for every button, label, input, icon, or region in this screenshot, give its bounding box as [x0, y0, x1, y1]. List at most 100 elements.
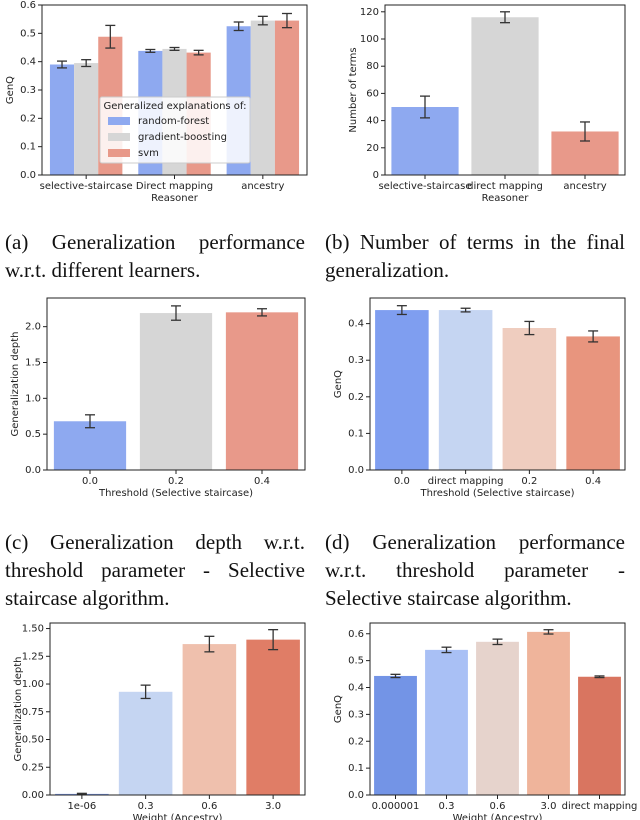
- bar: [274, 20, 300, 176]
- x-axis-label: Weight (Ancestry): [453, 813, 543, 820]
- error-bar: [492, 638, 503, 646]
- y-tick-label: 0.6: [348, 629, 364, 640]
- caption: (d) Generalization performance w.r.t. th…: [325, 530, 625, 610]
- error-bar: [580, 121, 590, 142]
- error-bar: [524, 320, 535, 336]
- y-tick-label: 1.50: [22, 624, 44, 635]
- x-tick-label: 0.3: [439, 801, 455, 812]
- legend-swatch: [108, 149, 130, 157]
- chart: 0.0 0.1 0.2 0.3 0.4 0.5 0.6 0.000001 0.3 0.6 3.0 di…: [333, 622, 638, 820]
- error-bar: [171, 305, 181, 321]
- error-bar: [390, 673, 401, 679]
- x-tick-label: 1e-06: [67, 801, 96, 812]
- error-bar: [76, 792, 87, 796]
- x-axis-label: Reasoner: [482, 193, 530, 204]
- error-bar: [145, 48, 156, 53]
- x-tick-label: 0.4: [254, 476, 270, 487]
- bar: [425, 649, 468, 795]
- error-bar: [594, 675, 605, 679]
- x-tick-label: 3.0: [265, 801, 281, 812]
- x-tick-label: selective-staircase: [40, 181, 133, 192]
- caption: (b) Number of terms in the final general…: [325, 230, 625, 282]
- y-tick-label: 20: [366, 143, 379, 154]
- error-bar: [441, 646, 452, 654]
- bar: [118, 691, 173, 795]
- x-axis-label: Reasoner: [151, 193, 199, 204]
- bar: [527, 631, 570, 795]
- chart: 0.0 0.1 0.2 0.3 0.4 0.0 direct mapping 0.2 0.4 Th…: [333, 297, 626, 499]
- y-tick-label: 0.4: [348, 319, 364, 330]
- y-axis-label: GenQ: [5, 76, 16, 104]
- x-axis-label: Weight (Ancestry): [133, 813, 223, 820]
- y-tick-label: 2.0: [25, 322, 41, 333]
- x-tick-label: direct mapping: [428, 476, 504, 487]
- plot-frame: [369, 297, 626, 471]
- chart: 0 20 40 60 80 100 120 selective-staircasedirect…: [348, 4, 626, 204]
- legend-swatch: [108, 117, 130, 125]
- plot-frame: [49, 622, 306, 796]
- y-tick-label: 0.2: [348, 736, 364, 747]
- bar: [374, 675, 417, 795]
- y-axis-label: GenQ: [333, 370, 344, 398]
- x-tick-label: direct mapping: [467, 181, 543, 192]
- bar: [53, 421, 127, 470]
- error-bar: [204, 635, 215, 653]
- y-tick-label: 0.2: [20, 113, 36, 124]
- bar: [502, 328, 557, 470]
- y-tick-label: 0.0: [25, 465, 41, 476]
- error-bar: [193, 49, 204, 56]
- y-tick-label: 100: [360, 34, 379, 45]
- y-tick-label: 0.6: [20, 0, 36, 11]
- error-bar: [257, 15, 268, 26]
- legend-label: svm: [138, 148, 159, 159]
- y-tick-label: 1.5: [25, 358, 41, 369]
- plot-frame: [41, 4, 308, 176]
- error-bar: [257, 308, 267, 317]
- bar: [74, 63, 99, 176]
- error-bar: [85, 414, 95, 429]
- error-bar: [281, 12, 292, 29]
- y-tick-label: 0.5: [20, 28, 36, 39]
- x-tick-label: 0.000001: [372, 801, 420, 812]
- x-tick-label: direct mapping: [562, 801, 638, 812]
- y-tick-label: 0.3: [348, 355, 364, 366]
- bar: [225, 312, 299, 470]
- bar: [246, 639, 300, 795]
- y-tick-label: 1.00: [22, 679, 44, 690]
- x-tick-label: selective-staircase: [378, 181, 471, 192]
- y-tick-label: 0.0: [20, 170, 36, 181]
- x-tick-label: 3.0: [541, 801, 557, 812]
- x-tick-label: 0.2: [521, 476, 537, 487]
- y-tick-label: 120: [360, 7, 379, 18]
- x-tick-label: 0.6: [490, 801, 506, 812]
- y-tick-label: 0.1: [348, 428, 364, 439]
- bar: [139, 313, 213, 470]
- x-tick-label: 0.2: [168, 476, 184, 487]
- bar: [566, 336, 620, 470]
- y-tick-label: 0.5: [348, 656, 364, 667]
- y-tick-label: 0.25: [22, 762, 44, 773]
- caption: (c) Generalization depth w.r.t. threshol…: [5, 530, 305, 610]
- error-bar: [268, 629, 279, 651]
- x-tick-label: 0.0: [82, 476, 98, 487]
- error-bar: [233, 21, 244, 32]
- plot-frame: [369, 622, 626, 796]
- bar: [476, 641, 519, 795]
- bar: [471, 17, 539, 175]
- bar: [250, 20, 275, 176]
- error-bar: [396, 305, 407, 316]
- x-axis-label: Threshold (Selective staircase): [98, 488, 253, 499]
- y-tick-label: 1.0: [25, 393, 41, 404]
- x-axis-label: Threshold (Selective staircase): [419, 488, 574, 499]
- bar: [578, 676, 621, 795]
- y-tick-label: 0.5: [25, 429, 41, 440]
- bar: [49, 64, 75, 175]
- x-tick-label: 0.0: [394, 476, 410, 487]
- y-axis-label: Generalization depth: [13, 656, 24, 761]
- y-tick-label: 0.50: [22, 735, 44, 746]
- error-bar: [105, 24, 116, 49]
- legend-title: Generalized explanations of:: [104, 101, 247, 112]
- error-bar: [57, 60, 68, 69]
- x-tick-label: 0.6: [201, 801, 217, 812]
- y-axis-label: Generalization depth: [10, 331, 21, 436]
